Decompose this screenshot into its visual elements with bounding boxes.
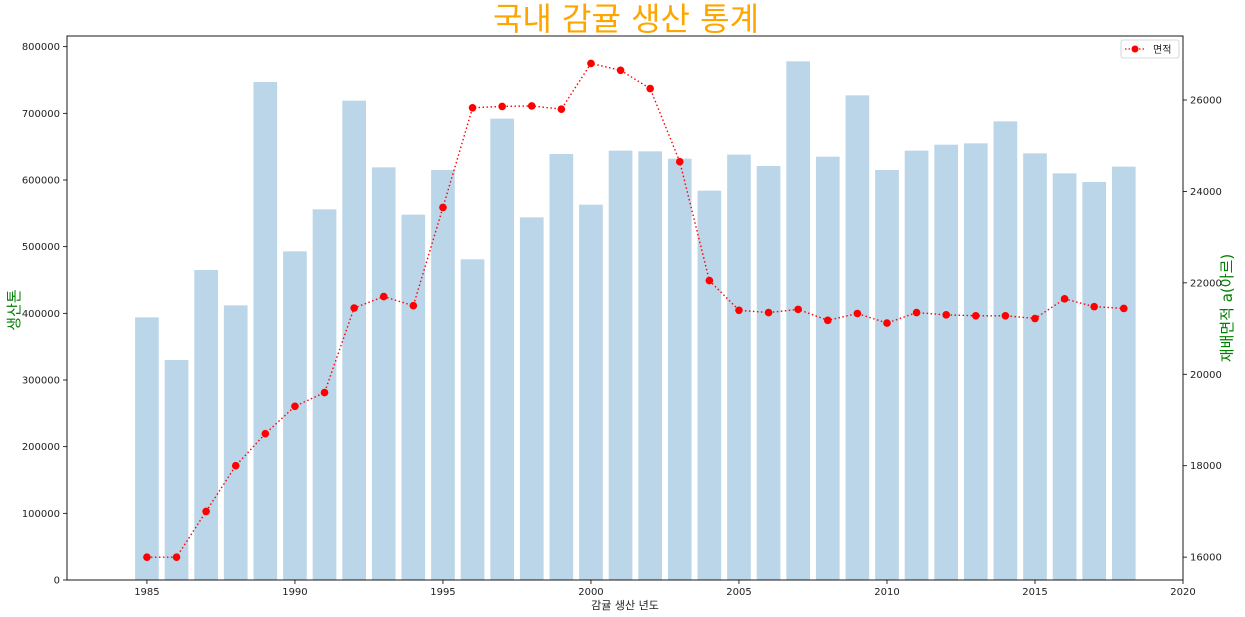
- bar-2015: [1023, 153, 1047, 580]
- bar-2009: [846, 95, 870, 580]
- y-left-tick-label-400000: 400000: [22, 309, 60, 320]
- y-left-tick-label-100000: 100000: [22, 509, 60, 520]
- bar-2012: [934, 145, 958, 580]
- x-tick-label-1995: 1995: [430, 587, 455, 598]
- legend: 면적: [1121, 40, 1179, 58]
- point-1997: [498, 103, 506, 111]
- bar-1997: [490, 119, 514, 580]
- chart-title: 국내 감귤 생산 통계: [493, 0, 759, 38]
- point-2009: [854, 310, 862, 318]
- point-1988: [232, 462, 240, 470]
- bar-2006: [757, 166, 781, 580]
- bar-2010: [875, 170, 899, 580]
- point-2005: [735, 306, 743, 314]
- x-tick-label-1990: 1990: [282, 587, 307, 598]
- point-1989: [262, 430, 270, 438]
- y-right-tick-label-16000: 16000: [1190, 553, 1222, 564]
- bar-1995: [431, 170, 455, 580]
- bar-2003: [668, 159, 692, 580]
- y-left-tick-label-700000: 700000: [22, 109, 60, 120]
- point-1990: [291, 402, 299, 410]
- point-2012: [942, 311, 950, 319]
- y-right-tick-label-24000: 24000: [1190, 187, 1222, 198]
- y-right-tick-label-20000: 20000: [1190, 370, 1222, 381]
- bar-1985: [135, 317, 159, 580]
- bar-1987: [194, 270, 218, 580]
- point-2003: [676, 158, 684, 166]
- point-1986: [173, 553, 181, 561]
- y-right-tick-label-18000: 18000: [1190, 461, 1222, 472]
- point-2010: [883, 319, 891, 327]
- bar-1994: [402, 215, 426, 580]
- y-right-axis-label: 재배면적 a(아르): [1218, 254, 1236, 362]
- point-1994: [410, 302, 418, 310]
- bars-layer: [135, 61, 1136, 580]
- point-2015: [1031, 315, 1039, 323]
- point-2000: [587, 60, 595, 68]
- bar-2004: [698, 191, 722, 580]
- bar-2005: [727, 155, 751, 580]
- bar-1992: [342, 101, 366, 580]
- bar-1998: [520, 217, 544, 580]
- point-2007: [794, 306, 802, 314]
- bar-1996: [461, 259, 485, 580]
- point-1996: [469, 104, 477, 112]
- bar-2000: [579, 205, 603, 580]
- point-2004: [706, 277, 714, 285]
- point-2006: [765, 309, 773, 317]
- point-2016: [1061, 295, 1069, 303]
- point-2001: [617, 66, 625, 74]
- bar-2001: [609, 151, 633, 580]
- x-tick-label-2010: 2010: [874, 587, 899, 598]
- x-axis-label: 감귤 생산 년도: [591, 599, 659, 612]
- point-2013: [972, 312, 980, 320]
- point-2008: [824, 317, 832, 325]
- bar-1986: [165, 360, 189, 580]
- point-1999: [558, 105, 566, 113]
- y-left-tick-label-300000: 300000: [22, 376, 60, 387]
- y-left-tick-label-600000: 600000: [22, 176, 60, 187]
- x-tick-label-2020: 2020: [1170, 587, 1195, 598]
- point-1987: [202, 508, 210, 516]
- point-1992: [350, 304, 358, 312]
- y-left-tick-label-800000: 800000: [22, 42, 60, 53]
- bar-1999: [550, 154, 574, 580]
- bar-2014: [994, 121, 1018, 580]
- x-tick-label-2000: 2000: [578, 587, 603, 598]
- x-tick-label-2005: 2005: [726, 587, 751, 598]
- point-2018: [1120, 305, 1128, 313]
- x-tick-label-2015: 2015: [1022, 587, 1047, 598]
- point-2011: [913, 309, 921, 317]
- bar-2007: [786, 61, 810, 580]
- point-1998: [528, 102, 536, 110]
- point-2017: [1090, 303, 1098, 311]
- bar-1989: [253, 82, 277, 580]
- bar-1988: [224, 305, 248, 580]
- bar-2016: [1053, 173, 1077, 580]
- legend-marker: [1132, 46, 1139, 53]
- bar-1993: [372, 167, 396, 580]
- legend-label: 면적: [1153, 44, 1171, 56]
- y-left-tick-label-500000: 500000: [22, 242, 60, 253]
- point-2002: [646, 85, 654, 93]
- y-left-axis-label: 생산톤: [5, 289, 23, 330]
- y-left-tick-label-200000: 200000: [22, 442, 60, 453]
- bar-2008: [816, 157, 840, 580]
- point-1985: [143, 553, 151, 561]
- bar-1990: [283, 251, 307, 580]
- bar-2002: [638, 151, 662, 580]
- bar-2017: [1082, 182, 1106, 580]
- point-2014: [1002, 312, 1010, 320]
- point-1991: [321, 389, 329, 397]
- y-right-tick-label-26000: 26000: [1190, 96, 1222, 107]
- y-left-tick-label-0: 0: [54, 576, 60, 587]
- point-1995: [439, 204, 447, 212]
- bar-2011: [905, 151, 929, 580]
- bar-2013: [964, 143, 988, 580]
- bar-2018: [1112, 167, 1136, 580]
- x-tick-label-1985: 1985: [134, 587, 159, 598]
- point-1993: [380, 293, 388, 301]
